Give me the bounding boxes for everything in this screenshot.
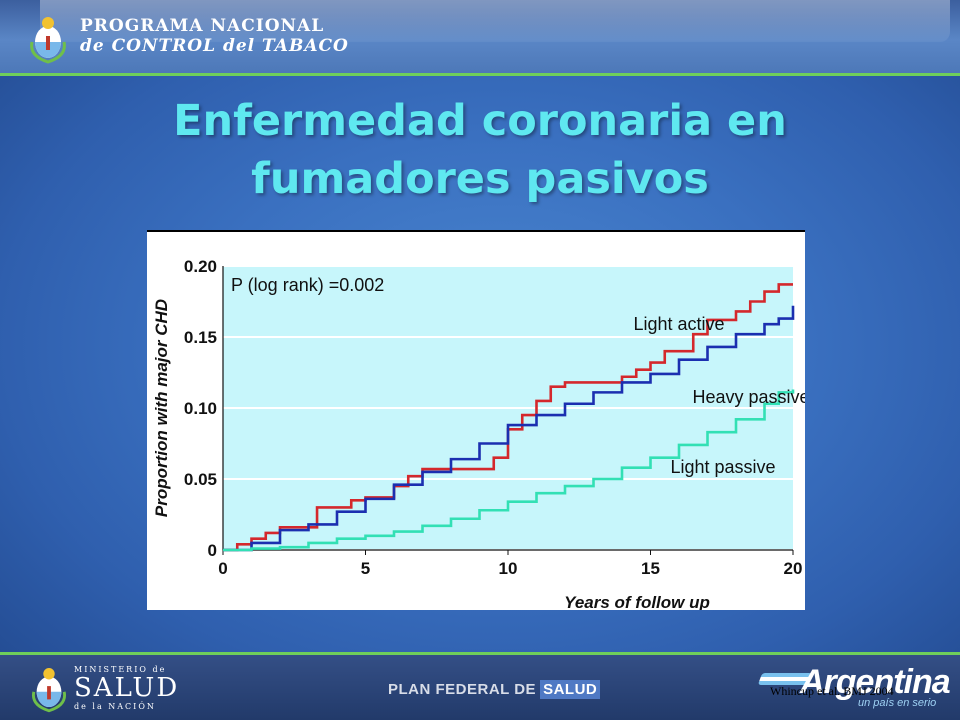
ministerio-logo: MINISTERIO de SALUD de la NACIÓN bbox=[74, 665, 179, 711]
ministerio-line3: de la NACIÓN bbox=[74, 702, 156, 711]
chart-svg: 0 0.05 0.10 0.15 0.20 0 5 10 15 20 Years of follow… bbox=[152, 257, 805, 610]
footer-band: MINISTERIO de SALUD de la NACIÓN PLAN FE… bbox=[0, 652, 960, 720]
plan-highlight: SALUD bbox=[540, 680, 601, 699]
header-org-name: PROGRAMA NACIONAL de CONTROL del TABACO bbox=[80, 16, 349, 56]
x-tick-label: 15 bbox=[641, 559, 660, 578]
coat-of-arms-icon bbox=[30, 17, 66, 64]
plan-text: PLAN FEDERAL DE bbox=[388, 681, 537, 698]
argentina-motto: un país en serio bbox=[858, 697, 937, 709]
y-tick-label: 0.15 bbox=[184, 328, 217, 347]
citation: Whincup et al. BMJ 2004 bbox=[770, 684, 894, 698]
page-title: Enfermedad coronaria en fumadores pasivo… bbox=[0, 92, 960, 208]
title-line1: Enfermedad coronaria en bbox=[173, 96, 787, 146]
ministerio-line2: SALUD bbox=[74, 673, 180, 703]
chart-container: 0 0.05 0.10 0.15 0.20 0 5 10 15 20 Years of follow… bbox=[147, 230, 805, 610]
series-label: Heavy passive bbox=[692, 387, 805, 407]
header-band: PROGRAMA NACIONAL de CONTROL del TABACO bbox=[0, 0, 960, 76]
header-org-line2: de CONTROL del TABACO bbox=[80, 36, 349, 56]
y-tick-label: 0.20 bbox=[184, 257, 217, 276]
x-tick-label: 5 bbox=[361, 559, 370, 578]
x-tick-label: 0 bbox=[218, 559, 227, 578]
y-tick-label: 0.05 bbox=[184, 470, 217, 489]
header-org-line1: PROGRAMA NACIONAL bbox=[80, 16, 325, 36]
x-tick-label: 20 bbox=[784, 559, 803, 578]
y-axis-label: Proportion with major CHD bbox=[152, 299, 171, 517]
ministerio-line1: MINISTERIO de bbox=[74, 665, 167, 674]
series-line bbox=[223, 389, 795, 552]
x-tick-label: 10 bbox=[499, 559, 518, 578]
series-label: Light active bbox=[633, 314, 724, 334]
argentina-brand: Argentina bbox=[800, 663, 951, 701]
y-tick-label: 0.10 bbox=[184, 399, 217, 418]
annotation-text: P (log rank) =0.002 bbox=[231, 275, 384, 295]
x-axis-label: Years of follow up bbox=[564, 593, 710, 610]
series-label: Light passive bbox=[670, 457, 775, 477]
title-line2: fumadores pasivos bbox=[251, 154, 709, 204]
series-line bbox=[223, 305, 795, 552]
y-tick-label: 0 bbox=[208, 541, 217, 560]
plan-federal-label: PLAN FEDERAL DE SALUD bbox=[388, 680, 601, 699]
coat-of-arms-icon bbox=[31, 668, 67, 713]
